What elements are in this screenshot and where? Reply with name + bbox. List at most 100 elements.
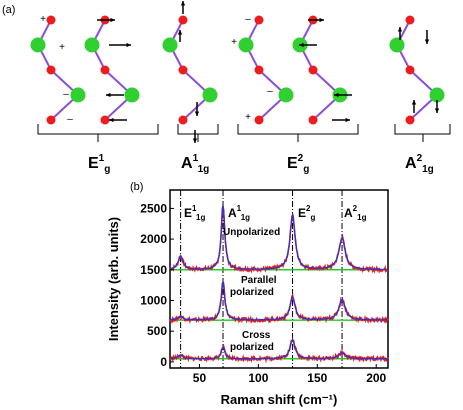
displacement-arrow xyxy=(434,100,440,113)
small-atom xyxy=(46,115,56,125)
plot-frame xyxy=(169,189,389,369)
spectrum-curves xyxy=(169,204,389,364)
small-atom xyxy=(308,65,318,75)
arrow-head xyxy=(109,117,114,123)
arrow-head xyxy=(334,92,339,98)
small-atom xyxy=(308,115,318,125)
arrow-head xyxy=(411,100,417,105)
atom-chain xyxy=(84,15,140,125)
x-tick-label: 200 xyxy=(366,371,386,385)
panel-a-label: (a) xyxy=(2,4,15,16)
large-atom xyxy=(84,37,100,53)
displacement-arrow xyxy=(397,27,403,40)
y-tick-label: 0 xyxy=(160,355,167,369)
small-atom xyxy=(46,15,56,25)
small-atom xyxy=(254,15,264,25)
label-unpolarized: Unpolarized xyxy=(223,227,280,238)
charge-sign: – xyxy=(267,86,273,97)
charge-sign: + xyxy=(40,14,46,25)
small-atom xyxy=(100,65,110,75)
atom-chain xyxy=(30,15,86,125)
large-atom xyxy=(70,87,86,103)
y-tick-label: 500 xyxy=(147,324,167,338)
x-axis-label: Raman shift (cm⁻¹) xyxy=(221,392,338,407)
peak-label-e1g: E11g xyxy=(184,204,205,222)
arrow-head xyxy=(319,17,324,23)
arrow-head xyxy=(177,30,183,35)
small-atom xyxy=(405,65,415,75)
small-atom xyxy=(100,115,110,125)
atom-chain xyxy=(389,15,445,125)
charge-sign: + xyxy=(245,112,251,123)
displacement-arrow xyxy=(332,117,350,123)
large-atom xyxy=(429,87,445,103)
x-tick-label: 100 xyxy=(248,371,268,385)
small-atom xyxy=(46,65,56,75)
mode-label-a11g: A11g xyxy=(181,153,209,175)
arrow-head xyxy=(192,138,198,143)
arrow-head xyxy=(345,117,350,123)
y-tick-label: 2500 xyxy=(140,201,167,215)
small-atom xyxy=(254,115,264,125)
displacement-arrow xyxy=(334,92,352,98)
charge-sign: + xyxy=(231,37,237,48)
arrow-head xyxy=(110,17,115,23)
small-atom xyxy=(178,65,188,75)
arrow-head xyxy=(434,108,440,113)
label-cross: Cross xyxy=(242,330,271,341)
charge-sign: + xyxy=(59,42,65,53)
x-tick-label: 150 xyxy=(307,371,327,385)
small-atom xyxy=(405,115,415,125)
atom-chain xyxy=(238,15,294,125)
panel-b-label: (b) xyxy=(130,181,143,193)
large-atom xyxy=(238,37,254,53)
label-parallel-polarized: polarized xyxy=(230,287,274,298)
large-atom xyxy=(202,87,218,103)
component-peak xyxy=(170,237,388,271)
y-tick-label: 1500 xyxy=(140,263,167,277)
displacement-arrow xyxy=(97,17,115,23)
atom-chain xyxy=(292,15,348,125)
charge-sign: – xyxy=(245,14,251,25)
peak-label-a11g: A11g xyxy=(228,204,250,222)
mode-label-e2g: E2g xyxy=(287,153,309,175)
peak-label-a21g: A21g xyxy=(344,204,367,222)
small-atom xyxy=(254,65,264,75)
arrow-head xyxy=(126,42,131,48)
large-atom xyxy=(278,87,294,103)
charge-sign: – xyxy=(63,89,69,100)
large-atom xyxy=(162,37,178,53)
displacement-arrow xyxy=(109,117,127,123)
arrow-head xyxy=(106,92,111,98)
large-atom xyxy=(389,37,405,53)
large-atom xyxy=(124,87,140,103)
y-axis-label: Intensity (arb. units) xyxy=(106,217,121,341)
displacement-arrow xyxy=(424,30,430,44)
data-curve xyxy=(169,280,389,325)
component-peak xyxy=(170,212,388,271)
fit-curve xyxy=(170,338,388,360)
small-atom xyxy=(405,15,415,25)
fit-curve xyxy=(169,205,388,271)
label-parallel: Parallel xyxy=(241,275,277,286)
small-atom xyxy=(178,115,188,125)
mode-label-e1g: E1g xyxy=(88,153,110,175)
y-tick-label: 2000 xyxy=(140,232,167,246)
atom-chain xyxy=(162,15,218,125)
arrow-head xyxy=(424,39,430,44)
fit-curve xyxy=(169,281,389,321)
peak-label-e2g: E2g xyxy=(298,204,315,222)
large-atom xyxy=(30,37,46,53)
displacement-arrow xyxy=(194,102,200,116)
mode-label-a21g: A21g xyxy=(405,153,434,175)
displacement-arrow xyxy=(106,92,124,98)
displacement-arrow xyxy=(180,1,186,14)
displacement-arrow xyxy=(411,100,417,113)
x-tick-label: 50 xyxy=(193,371,207,385)
displacement-arrow xyxy=(308,17,324,23)
mode-braces xyxy=(37,124,451,142)
arrow-head xyxy=(194,111,200,116)
